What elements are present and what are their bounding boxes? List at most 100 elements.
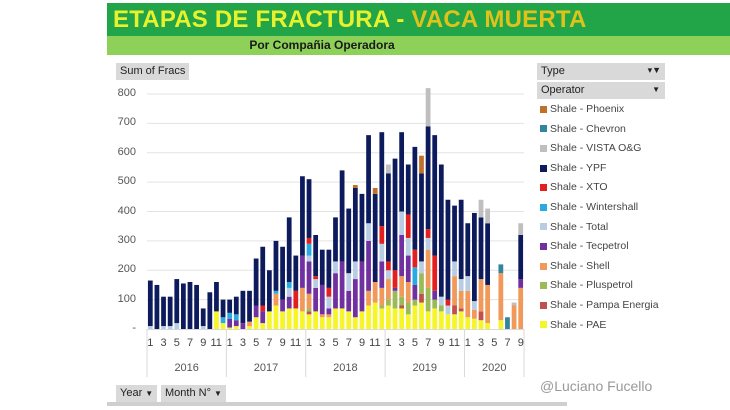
bar-segment xyxy=(233,326,239,329)
legend-item[interactable]: Shale - Pampa Energia xyxy=(540,299,659,311)
bar-segment xyxy=(280,311,285,330)
bar-segment xyxy=(227,318,233,328)
bar-segment xyxy=(293,290,299,309)
year-filter-button[interactable]: Year ▼ xyxy=(116,385,158,402)
month-tick-label: 9 xyxy=(438,337,445,349)
month-tick-label: 11 xyxy=(448,337,460,349)
bar-segment xyxy=(306,311,312,315)
y-tick-label: 700 xyxy=(117,116,136,129)
month-tick-label: 9 xyxy=(200,337,207,349)
bar-segment xyxy=(273,240,279,291)
bar-segment xyxy=(352,317,358,329)
chevron-down-icon: ▼ xyxy=(214,389,222,398)
title-part-2: VACA MUERTA xyxy=(411,6,587,33)
legend-label: Shale - Wintershall xyxy=(550,201,639,213)
bar-segment xyxy=(306,261,312,294)
bar-segment xyxy=(498,273,504,321)
legend-swatch xyxy=(540,184,547,192)
bar-segment xyxy=(260,246,266,306)
bar-segment xyxy=(458,308,464,312)
bar-segment xyxy=(240,323,246,330)
legend-swatch xyxy=(540,242,547,250)
month-tick-label: 5 xyxy=(253,337,260,349)
bar-segment xyxy=(266,270,272,312)
y-tick-label: 800 xyxy=(117,87,136,99)
bar-segment xyxy=(518,287,524,330)
legend-swatch xyxy=(540,282,547,290)
bar-segment xyxy=(293,308,299,329)
bar-segment xyxy=(445,314,451,329)
bar-segment xyxy=(379,243,385,262)
bar-segment xyxy=(220,317,226,324)
operator-filter-button[interactable]: Operator ▼ xyxy=(537,82,665,99)
legend-item[interactable]: Shale - XTO xyxy=(540,181,608,193)
bar-segment xyxy=(147,280,153,327)
bar-segment xyxy=(405,302,411,315)
bar-segment xyxy=(485,208,490,224)
bar-segment xyxy=(465,223,471,277)
legend-item[interactable]: Shale - PAE xyxy=(540,319,606,331)
bar-segment xyxy=(174,279,180,324)
legend-item[interactable]: Shale - Chevron xyxy=(540,123,626,135)
month-tick-label: 1 xyxy=(385,337,392,349)
bar-segment xyxy=(167,326,173,329)
bar-segment xyxy=(458,279,464,291)
bar-segment xyxy=(438,164,444,297)
legend-item[interactable]: Shale - Shell xyxy=(540,260,610,272)
legend-item[interactable]: Shale - VISTA O&G xyxy=(540,142,641,154)
bar-segment xyxy=(247,326,252,329)
year-tick-label: 2020 xyxy=(481,362,507,374)
month-tick-label: 5 xyxy=(491,337,498,349)
bar-segment xyxy=(372,193,378,283)
month-tick-label: 11 xyxy=(289,337,302,349)
bar-segment xyxy=(438,296,444,306)
month-tick-label: 11 xyxy=(369,337,381,349)
legend-item[interactable]: Shale - YPF xyxy=(540,162,606,174)
legend-item[interactable]: Shale - Wintershall xyxy=(540,201,638,213)
bar-segment xyxy=(174,323,180,330)
bar-segment xyxy=(154,284,160,329)
bar-segment xyxy=(386,270,391,280)
bar-segment xyxy=(458,199,464,280)
bar-segment xyxy=(273,305,279,329)
bar-segment xyxy=(306,179,312,238)
legend-item[interactable]: Shale - Total xyxy=(540,221,608,233)
bar-segment xyxy=(286,282,292,288)
bar-segment xyxy=(405,314,411,329)
bar-segment xyxy=(445,299,451,306)
month-tick-label: 9 xyxy=(358,337,366,349)
bar-segment xyxy=(472,318,477,329)
legend-label: Shale - VISTA O&G xyxy=(550,142,642,155)
credit-text: @Luciano Fucello xyxy=(540,378,653,394)
legend-item[interactable]: Shale - Tecpetrol xyxy=(540,240,629,252)
bar-segment xyxy=(412,267,418,285)
bar-segment xyxy=(465,276,471,291)
bar-segment xyxy=(319,317,325,329)
bar-segment xyxy=(214,282,219,312)
type-filter-button[interactable]: Type ▾▼ xyxy=(537,63,665,80)
bar-segment xyxy=(339,261,345,309)
bar-segment xyxy=(432,308,438,329)
bar-segment xyxy=(412,299,418,306)
bar-segment xyxy=(425,126,431,230)
legend-item[interactable]: Shale - Phoenix xyxy=(540,103,624,115)
bar-segment xyxy=(200,326,206,329)
bar-segment xyxy=(313,287,319,312)
bar-segment xyxy=(200,308,206,327)
bar-segment xyxy=(458,311,464,330)
bar-segment xyxy=(392,308,398,329)
month-filter-button[interactable]: Month N° ▼ xyxy=(161,385,226,402)
legend-item[interactable]: Shale - Pluspetrol xyxy=(540,279,633,291)
bar-segment xyxy=(372,302,378,329)
legend-label: Shale - XTO xyxy=(550,181,608,194)
bar-segment xyxy=(399,132,405,212)
sum-of-fracs-button[interactable]: Sum of Fracs xyxy=(116,63,190,80)
bar-segment xyxy=(405,237,411,256)
bar-segment xyxy=(405,255,411,282)
bar-segment xyxy=(227,299,233,313)
bar-segment xyxy=(465,290,471,318)
bar-segment xyxy=(253,305,259,318)
legend-label: Shale - Pampa Energia xyxy=(550,299,659,311)
bar-segment xyxy=(339,308,345,329)
bar-segment xyxy=(352,188,358,262)
